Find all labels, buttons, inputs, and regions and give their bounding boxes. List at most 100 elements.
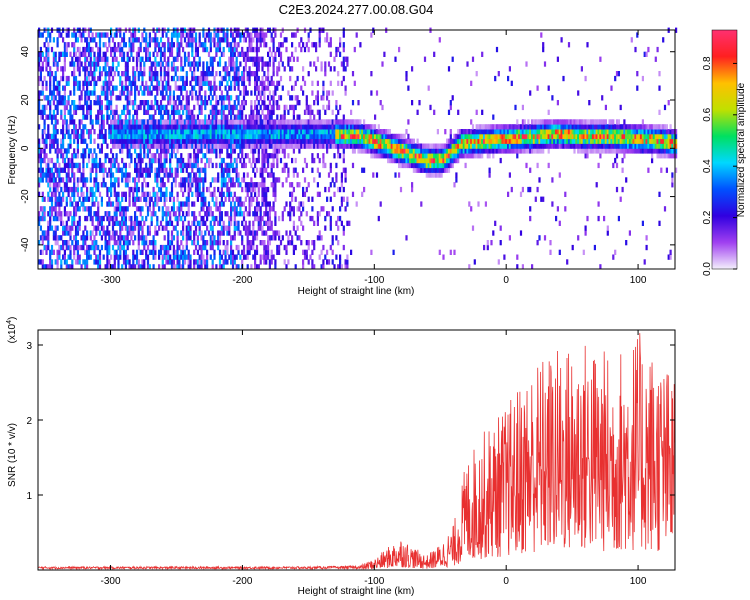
heatmap-cell bbox=[91, 61, 94, 67]
heatmap-cell bbox=[220, 109, 223, 115]
heatmap-cell bbox=[230, 109, 233, 115]
heatmap-cell bbox=[324, 37, 327, 43]
heatmap-cell bbox=[106, 249, 109, 255]
heatmap-cell bbox=[322, 80, 325, 86]
heatmap-cell bbox=[462, 143, 465, 149]
heatmap-cell bbox=[98, 124, 102, 130]
heatmap-cell bbox=[211, 124, 214, 130]
heatmap-cell bbox=[268, 124, 271, 130]
heatmap-cell bbox=[167, 177, 170, 183]
heatmap-cell bbox=[122, 124, 126, 130]
heatmap-cell bbox=[58, 80, 61, 86]
heatmap-cell bbox=[89, 148, 92, 154]
heatmap-cell bbox=[169, 196, 172, 202]
heatmap-cell bbox=[333, 119, 336, 125]
heatmap-cell bbox=[206, 240, 209, 246]
heatmap-cell bbox=[110, 71, 113, 77]
heatmap-cell bbox=[41, 211, 44, 217]
heatmap-cell bbox=[278, 230, 281, 236]
heatmap-cell bbox=[287, 138, 290, 144]
heatmap-cell bbox=[126, 172, 129, 178]
heatmap-cell bbox=[174, 133, 177, 140]
heatmap-cell bbox=[121, 235, 124, 241]
heatmap-cell bbox=[257, 220, 260, 226]
heatmap-cell bbox=[132, 138, 135, 144]
heatmap-cell bbox=[329, 37, 332, 43]
heatmap-cell bbox=[281, 129, 284, 135]
heatmap-cell bbox=[58, 235, 61, 241]
heatmap-cell bbox=[242, 162, 246, 169]
heatmap-cell bbox=[342, 75, 345, 82]
heatmap-cell bbox=[137, 138, 140, 144]
heatmap-cell bbox=[187, 249, 190, 255]
heatmap-cell bbox=[111, 244, 115, 251]
heatmap-cell bbox=[211, 196, 214, 202]
heatmap-cell bbox=[132, 104, 135, 111]
heatmap-cell bbox=[283, 138, 286, 144]
heatmap-cell bbox=[344, 206, 347, 212]
heatmap-cell bbox=[431, 167, 434, 173]
heatmap-cell bbox=[132, 37, 135, 43]
heatmap-cell bbox=[86, 191, 89, 197]
heatmap-cell bbox=[170, 32, 174, 38]
heatmap-cell bbox=[276, 230, 279, 236]
heatmap-cell bbox=[429, 157, 432, 164]
heatmap-cell bbox=[228, 100, 231, 106]
heatmap-cell bbox=[86, 75, 89, 82]
heatmap-cell bbox=[113, 235, 116, 241]
heatmap-cell bbox=[388, 153, 391, 159]
heatmap-cell bbox=[318, 191, 321, 197]
heatmap-cell bbox=[145, 32, 148, 38]
heatmap-cell bbox=[198, 172, 201, 178]
heatmap-cell bbox=[104, 240, 107, 246]
heatmap-cell bbox=[235, 129, 238, 135]
heatmap-cell bbox=[110, 32, 113, 38]
heatmap-cell bbox=[62, 119, 65, 125]
heatmap-cell bbox=[100, 201, 103, 207]
heatmap-cell bbox=[346, 61, 349, 67]
heatmap-cell bbox=[111, 90, 115, 96]
heatmap-cell bbox=[180, 129, 183, 135]
heatmap-cell bbox=[139, 71, 142, 77]
heatmap-cell bbox=[58, 95, 61, 101]
heatmap-cell bbox=[93, 100, 96, 106]
heatmap-cell bbox=[73, 186, 76, 193]
heatmap-cell bbox=[224, 182, 227, 188]
heatmap-cell bbox=[93, 85, 96, 91]
heatmap-cell bbox=[194, 37, 198, 43]
heatmap-cell bbox=[135, 124, 139, 130]
heatmap-cell bbox=[244, 230, 247, 236]
heatmap-cell bbox=[283, 104, 286, 111]
heatmap-cell bbox=[259, 182, 262, 188]
heatmap-cell bbox=[176, 85, 179, 91]
heatmap-cell bbox=[276, 157, 279, 164]
heatmap-cell bbox=[350, 119, 353, 125]
heatmap-cell bbox=[342, 157, 345, 164]
heatmap-cell bbox=[217, 37, 220, 43]
heatmap-cell bbox=[115, 138, 118, 144]
heatmap-cell bbox=[230, 162, 233, 169]
heatmap-cell bbox=[102, 172, 105, 178]
heatmap-cell bbox=[257, 264, 260, 270]
heatmap-cell bbox=[156, 157, 159, 164]
heatmap-cell bbox=[97, 206, 100, 212]
heatmap-cell bbox=[163, 75, 166, 82]
heatmap-cell bbox=[231, 75, 235, 82]
heatmap-cell bbox=[176, 133, 179, 140]
heatmap-cell bbox=[316, 90, 319, 96]
heatmap-cell bbox=[217, 109, 220, 115]
heatmap-cell bbox=[311, 249, 314, 255]
heatmap-cell bbox=[161, 244, 164, 251]
heatmap-cell bbox=[158, 80, 161, 86]
heatmap-cell bbox=[217, 143, 220, 149]
heatmap-cell bbox=[449, 129, 452, 135]
heatmap-cell bbox=[390, 148, 393, 154]
heatmap-cell bbox=[141, 240, 144, 246]
heatmap-cell bbox=[124, 104, 127, 111]
heatmap-cell bbox=[388, 143, 391, 149]
heatmap-cell bbox=[224, 167, 227, 173]
heatmap-cell bbox=[111, 264, 115, 270]
heatmap-cell bbox=[128, 259, 131, 265]
heatmap-cell bbox=[63, 42, 66, 48]
